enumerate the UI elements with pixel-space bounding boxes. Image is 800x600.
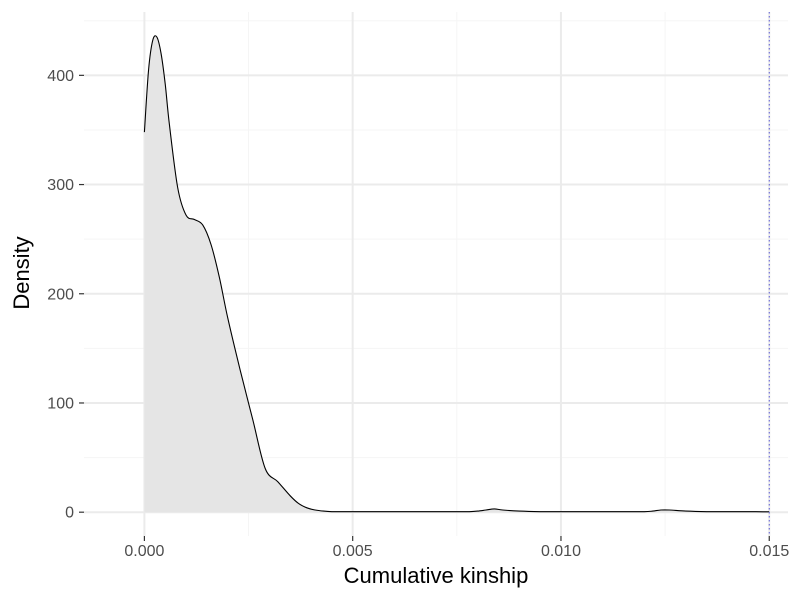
x-axis-ticks: 0.000 0.005 0.010 0.015 [124, 536, 789, 560]
y-tick-label: 400 [47, 68, 74, 85]
density-series [143, 35, 770, 513]
x-tick-label: 0.015 [749, 543, 789, 560]
y-tick-label: 300 [47, 177, 74, 194]
density-area [144, 35, 770, 513]
x-tick-label: 0.005 [333, 543, 373, 560]
x-tick-label: 0.000 [124, 543, 164, 560]
x-axis-title: Cumulative kinship [344, 563, 529, 588]
y-axis-ticks: 0 100 200 300 400 [47, 68, 84, 522]
y-tick-label: 0 [65, 505, 74, 522]
y-axis-title: Density [9, 236, 34, 309]
y-tick-label: 200 [47, 286, 74, 303]
density-line [143, 35, 770, 513]
y-tick-label: 100 [47, 395, 74, 412]
x-tick-label: 0.010 [541, 543, 581, 560]
